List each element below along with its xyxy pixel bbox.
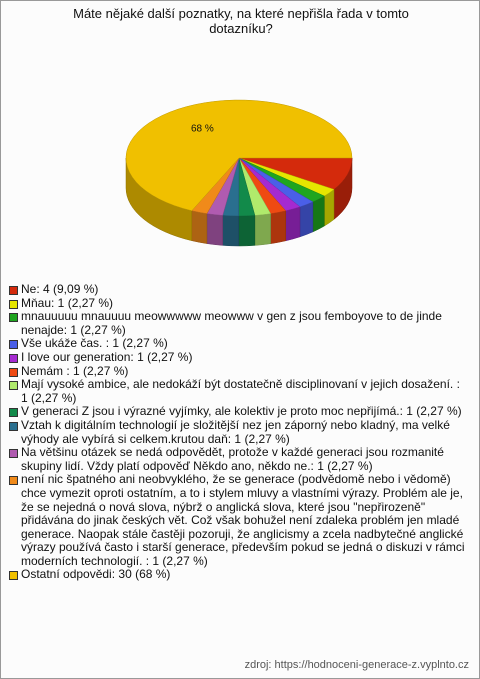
legend-item: Na většinu otázek se nedá odpovědět, pro… <box>9 445 467 473</box>
legend-swatch <box>9 381 18 391</box>
legend-item: Vše ukáže čas. : 1 (2,27 %) <box>9 337 467 351</box>
legend-swatch <box>9 340 18 350</box>
slice-side <box>191 210 208 244</box>
legend-swatch <box>9 367 18 377</box>
legend-label: Vztah k digitálním technologií je složit… <box>21 417 450 446</box>
legend-swatch <box>9 408 18 418</box>
source: zdroj: https://hodnoceni-generace-z.vypl… <box>244 659 469 671</box>
legend-label: Ne: 4 (9,09 %) <box>21 282 99 296</box>
legend-item: Mají vysoké ambice, ale nedokáží být dos… <box>9 377 467 405</box>
legend-swatch <box>9 313 18 323</box>
legend-swatch <box>9 286 18 295</box>
legend-label: Vše ukáže čas. : 1 (2,27 %) <box>21 336 168 351</box>
legend-swatch <box>9 571 18 581</box>
legend-label: V generaci Z jsou i výrazné vyjímky, ale… <box>21 404 462 419</box>
slice-side <box>222 215 240 247</box>
legend-swatch <box>9 449 18 459</box>
legend-item: Ostatní odpovědi: 30 (68 %) <box>9 568 467 582</box>
legend-item: Vztah k digitálním technologií je složit… <box>9 417 467 446</box>
slice <box>125 99 353 211</box>
legend-label: I love our generation: 1 (2,27 %) <box>21 349 193 364</box>
legend-label: Ostatní odpovědi: 30 (68 %) <box>21 567 171 582</box>
slice-side <box>285 206 301 242</box>
legend-item: Ne: 4 (9,09 %) <box>9 282 467 297</box>
legend-label: mnauuuuu mnauuuu meowwwww meowww v gen z… <box>21 309 442 337</box>
legend-swatch <box>9 299 18 309</box>
legend-label: Mají vysoké ambice, ale nedokáží být dos… <box>21 377 460 405</box>
slice-side <box>312 195 325 233</box>
legend-label: Mňau: 1 (2,27 %) <box>21 295 114 310</box>
legend-item: Mňau: 1 (2,27 %) <box>9 295 467 311</box>
slice-side <box>206 213 223 246</box>
legend-swatch <box>9 353 18 363</box>
legend-item: I love our generation: 1 (2,27 %) <box>9 349 467 365</box>
legend-item: není nic špatného ani neobvyklého, že se… <box>9 473 467 568</box>
value-label: 68 % <box>191 123 214 134</box>
legend-item: mnauuuuu mnauuuu meowwwww meowww v gen z… <box>9 309 467 337</box>
slice-side <box>238 215 256 247</box>
legend-swatch <box>9 476 18 486</box>
pie-area: 68 % <box>125 99 353 247</box>
chart-title: Máte nějaké další poznatky, na které nep… <box>73 6 409 36</box>
legend-item: Nemám : 1 (2,27 %) <box>9 363 467 379</box>
legend-item: V generaci Z jsou i výrazné vyjímky, ale… <box>9 405 467 419</box>
slice-side <box>270 210 287 244</box>
slice-side <box>299 201 314 238</box>
legend-label: Na většinu otázek se nedá odpovědět, pro… <box>21 445 444 473</box>
legend-label: Nemám : 1 (2,27 %) <box>21 363 129 378</box>
slice-side <box>254 213 271 246</box>
legend: Ne: 4 (9,09 %) Mňau: 1 (2,27 %) mnauuuuu m… <box>9 282 467 582</box>
legend-label: není nic špatného ani neobvyklého, že se… <box>21 472 465 568</box>
legend-swatch <box>9 421 18 431</box>
